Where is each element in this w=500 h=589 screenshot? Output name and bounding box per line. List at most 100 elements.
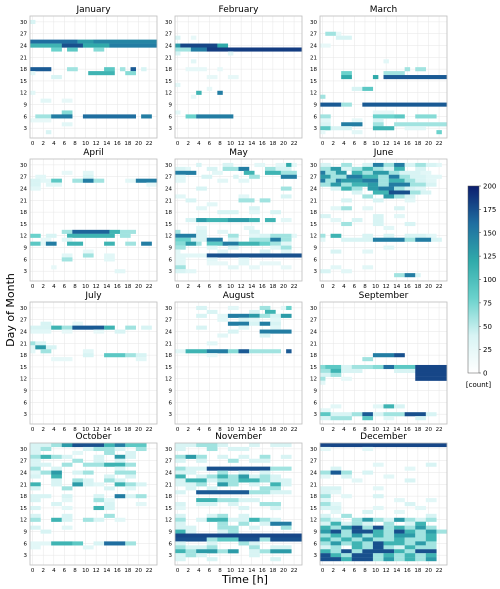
heat-cell [114, 470, 136, 475]
heat-cell [404, 521, 416, 526]
heat-cell [351, 553, 374, 558]
heat-cell [351, 525, 363, 530]
heat-cell [135, 494, 147, 499]
heat-cell [206, 537, 218, 542]
y-tick-label: 6 [314, 257, 318, 263]
heat-cell [61, 229, 73, 234]
y-tick-label: 3 [24, 553, 28, 559]
heat-cell [399, 170, 411, 175]
heat-cell [61, 486, 73, 491]
heat-cell [367, 182, 379, 187]
heat-cell [30, 541, 52, 546]
x-tick-label: 16 [114, 141, 121, 147]
heat-cell [175, 51, 181, 56]
y-tick-label: 27 [310, 175, 317, 181]
heat-cell [206, 517, 229, 522]
y-tick-label: 12 [20, 518, 27, 524]
heat-cell [259, 321, 271, 326]
y-tick-label: 30 [20, 20, 27, 26]
heat-cell [51, 517, 62, 522]
heat-cell [372, 126, 395, 131]
heat-cell [330, 502, 342, 507]
heat-cell [320, 130, 326, 135]
heat-cell [190, 59, 197, 64]
heat-cell [227, 529, 239, 534]
heat-cell [383, 474, 395, 479]
heat-cell [404, 478, 416, 483]
y-tick-label: 24 [310, 187, 317, 193]
heat-cell [109, 43, 158, 48]
heat-cell [372, 505, 384, 511]
panel-frame [319, 301, 448, 425]
panel-frame [174, 158, 303, 282]
heat-cell [320, 380, 326, 385]
heat-cell [264, 309, 276, 314]
panel-title: March [370, 5, 397, 15]
heat-cell [180, 43, 218, 48]
heat-cell [320, 494, 331, 499]
heat-cell [270, 521, 292, 526]
heat-cell [372, 462, 384, 467]
y-tick-label: 12 [165, 234, 172, 240]
heat-cell [119, 233, 131, 238]
heat-cell [325, 178, 337, 183]
heat-cell [217, 498, 239, 503]
heat-cell [320, 490, 331, 495]
heat-cell [372, 529, 384, 534]
x-tick-label: 22 [436, 568, 443, 574]
heat-cell [175, 549, 186, 554]
x-tick-label: 10 [82, 141, 89, 147]
heat-cell [425, 529, 437, 534]
x-tick-label: 10 [372, 141, 379, 147]
heat-cell [320, 541, 331, 546]
heat-cell [206, 75, 218, 80]
heat-cell [372, 517, 384, 522]
y-tick-label: 24 [165, 187, 172, 193]
x-tick-label: 2 [186, 568, 190, 574]
heat-cell [425, 517, 437, 522]
heat-cells [175, 443, 303, 562]
heat-cell [341, 549, 352, 554]
x-tick-label: 6 [208, 284, 212, 290]
heat-cell [249, 229, 260, 234]
heat-cell [320, 170, 326, 175]
heat-cell [404, 237, 416, 242]
heat-cell [372, 122, 384, 127]
x-tick-label: 6 [208, 568, 212, 574]
heat-cell [320, 486, 342, 491]
heat-cell [351, 541, 363, 546]
heat-cell [404, 67, 411, 72]
heat-cell [415, 376, 448, 381]
x-tick-label: 8 [218, 427, 222, 433]
heat-cell [415, 505, 426, 511]
heat-cell [175, 505, 186, 511]
heat-cell [330, 470, 342, 475]
heat-cells [30, 19, 158, 135]
x-tick-label: 10 [82, 427, 89, 433]
heat-cell [185, 454, 197, 459]
y-tick-label: 6 [169, 400, 173, 406]
heat-cell [320, 233, 326, 238]
heat-cell [206, 245, 218, 250]
heat-cell [175, 513, 186, 518]
heat-cell [125, 486, 136, 491]
heat-cell [125, 71, 136, 76]
colorbar-tick-label: 100 [483, 276, 496, 284]
heat-cell [415, 372, 448, 377]
y-tick-label: 24 [165, 44, 172, 50]
heat-cell [249, 525, 260, 530]
heat-cells [320, 443, 448, 562]
x-tick-label: 18 [124, 284, 131, 290]
heat-cell [415, 521, 426, 526]
x-tick-label: 2 [186, 427, 190, 433]
heat-cell [217, 478, 239, 483]
heat-cell [404, 233, 426, 238]
heat-cell [93, 454, 105, 459]
y-tick-label: 12 [165, 377, 172, 383]
heat-cell [394, 509, 405, 514]
heat-cell [82, 174, 94, 179]
